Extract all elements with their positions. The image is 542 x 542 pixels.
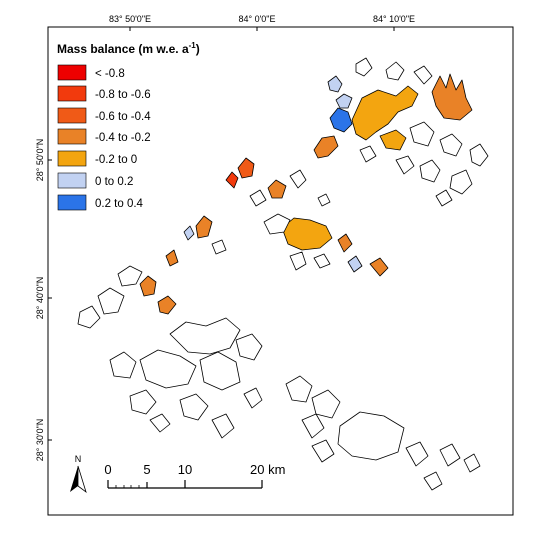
top-tick-label-2: 84° 0'0"E (238, 14, 275, 24)
legend-swatch-1 (57, 64, 87, 81)
north-arrow-label: N (75, 454, 82, 464)
glacier-polygon (169, 317, 241, 355)
glacier-polygon (211, 413, 235, 439)
glacier-polygon (359, 145, 377, 163)
glacier-polygon (97, 287, 125, 315)
glacier-polygon (301, 413, 325, 439)
left-tick-label-1: 28° 50'0"N (35, 139, 45, 182)
glacier-polygon (289, 251, 307, 271)
glacier-polygon (195, 215, 213, 239)
top-tick-label-1: 83° 50'0"E (109, 14, 151, 24)
glacier-polygon (439, 133, 463, 157)
legend-swatch-5 (57, 150, 87, 167)
glacier-polygon (157, 295, 177, 315)
glacier-polygon (395, 155, 415, 175)
legend-label-6: 0 to 0.2 (95, 176, 133, 188)
top-tick-label-3: 84° 10'0"E (373, 14, 415, 24)
north-arrow: N (70, 454, 87, 494)
glacier-polygon (469, 143, 489, 167)
glacier-polygon (139, 349, 197, 389)
scale-label-10: 10 (178, 462, 192, 477)
glacier-polygon (285, 375, 313, 403)
glacier-polygon (281, 217, 333, 251)
legend: Mass balance (m w.e. a-1) < -0.8 -0.8 to… (57, 41, 200, 211)
glacier-polygon (183, 225, 195, 241)
legend-label-3: -0.6 to -0.4 (95, 111, 151, 123)
glacier-polygon (335, 93, 353, 109)
glacier-polygon (385, 61, 405, 81)
legend-label-4: -0.4 to -0.2 (95, 132, 151, 144)
glacier-polygon (413, 65, 433, 85)
glacier-polygon (289, 169, 307, 189)
scale-bar: 0 5 10 20 km (104, 462, 285, 489)
glacier-polygon (211, 239, 227, 255)
glacier-polygon (243, 387, 263, 409)
glacier-polygon (351, 85, 419, 141)
glacier-polygon (369, 257, 389, 277)
legend-label-1: < -0.8 (95, 68, 125, 80)
legend-swatch-4 (57, 128, 87, 145)
glacier-polygon (423, 471, 443, 491)
glacier-polygon (117, 265, 143, 287)
glacier-polygon (313, 253, 331, 269)
legend-title: Mass balance (m w.e. a-1) (57, 41, 200, 56)
glacier-polygon (431, 73, 473, 121)
glacier-polygon (439, 443, 461, 467)
left-tick-label-3: 28° 30'0"N (35, 419, 45, 462)
glacier-polygon (199, 351, 241, 391)
glacier-polygon (267, 179, 287, 199)
glacier-polygon (235, 333, 263, 361)
glacier-polygon (179, 393, 209, 421)
glacier-polygon (129, 389, 157, 415)
glacier-polygon (337, 411, 405, 461)
scale-label-20: 20 km (250, 462, 285, 477)
glacier-polygon (139, 275, 157, 297)
legend-swatch-6 (57, 172, 87, 189)
glacier-polygon (435, 189, 453, 207)
glacier-polygon (317, 193, 331, 207)
glacier-polygon (225, 171, 239, 189)
glacier-polygon (311, 439, 335, 463)
glacier-polygon (449, 169, 473, 195)
left-tick-label-2: 28° 40'0"N (35, 277, 45, 320)
glacier-polygon (165, 249, 179, 267)
legend-label-2: -0.8 to -0.6 (95, 89, 151, 101)
glacier-polygon (405, 441, 429, 467)
glacier-polygon (249, 189, 267, 207)
glacier-polygon (313, 135, 339, 159)
glacier-polygon (329, 107, 353, 133)
legend-swatch-2 (57, 85, 87, 102)
legend-label-7: 0.2 to 0.4 (95, 198, 144, 210)
glacier-polygon (77, 305, 101, 329)
scale-label-0: 0 (104, 462, 111, 477)
glacier-polygon (109, 351, 137, 379)
glacier-polygon (419, 159, 441, 183)
legend-swatch-3 (57, 107, 87, 124)
legend-swatch-7 (57, 194, 87, 211)
glacier-polygon (337, 233, 353, 253)
glacier-polygon (311, 389, 341, 419)
glacier-outlines (77, 57, 489, 491)
glacier-polygon (379, 129, 407, 151)
glacier-polygon (355, 57, 373, 77)
legend-label-5: -0.2 to 0 (95, 154, 137, 166)
glacier-polygon (409, 121, 435, 147)
glacier-polygon (463, 453, 481, 473)
glacier-polygon (327, 75, 343, 93)
scale-label-5: 5 (143, 462, 150, 477)
glacier-polygon (149, 413, 171, 433)
glacier-polygon (237, 157, 255, 179)
glacier-polygon (263, 213, 291, 235)
glacier-polygon (347, 255, 363, 273)
